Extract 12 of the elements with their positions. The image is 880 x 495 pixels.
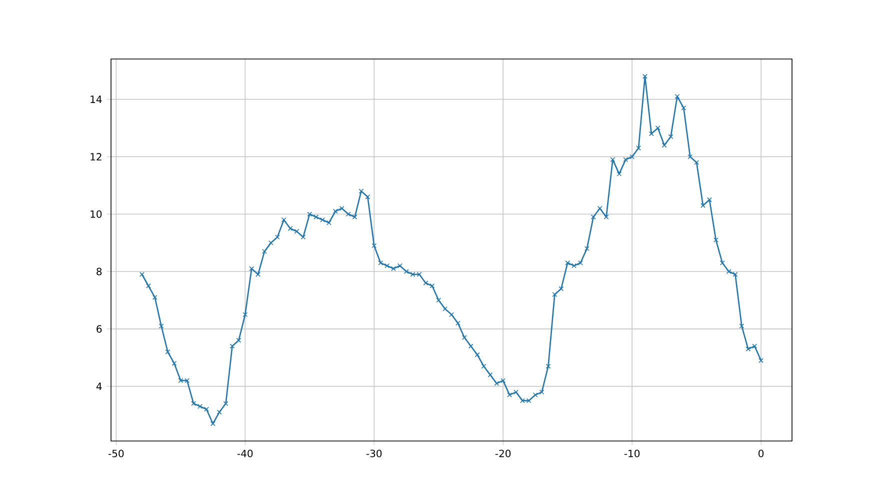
y-tick-label: 10 bbox=[90, 210, 102, 218]
x-tick-label: 0 bbox=[758, 450, 764, 458]
y-tick-label: 6 bbox=[96, 325, 102, 333]
y-tick-label: 8 bbox=[96, 268, 102, 276]
y-tick-label: 12 bbox=[90, 153, 102, 160]
x-tick-label: -20 bbox=[495, 450, 511, 458]
x-tick-label: -30 bbox=[366, 450, 382, 458]
x-tick-label: -10 bbox=[624, 450, 640, 458]
y-tick-label: 14 bbox=[90, 96, 102, 103]
x-tick-label: -50 bbox=[108, 450, 124, 458]
x-tick-label: -40 bbox=[237, 450, 253, 458]
y-tick-label: 4 bbox=[96, 382, 102, 390]
